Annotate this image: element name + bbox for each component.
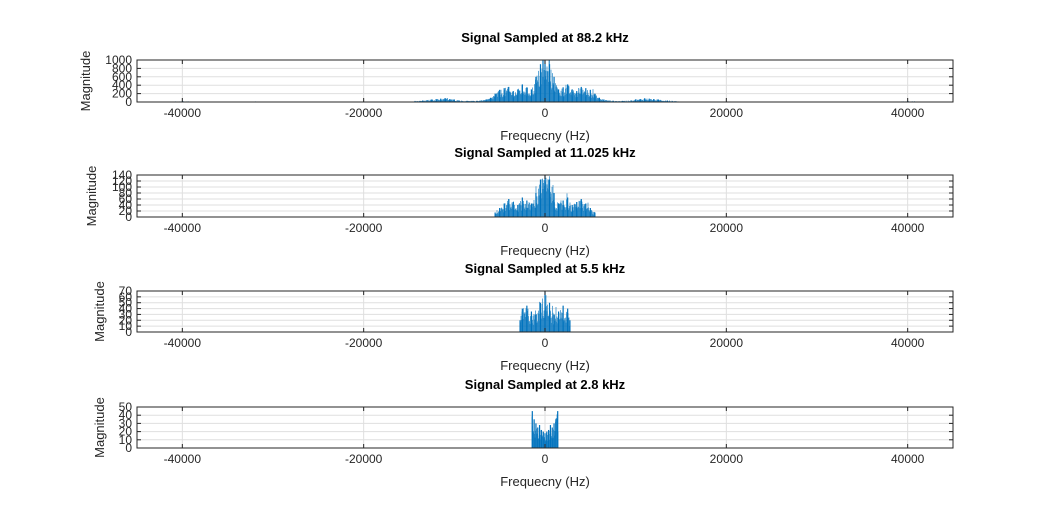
y-tick-label: 80 xyxy=(119,186,133,200)
x-tick-label: 0 xyxy=(542,336,549,350)
y-tick-label: 50 xyxy=(119,400,133,414)
subplot-title: Signal Sampled at 2.8 kHz xyxy=(465,377,626,392)
y-tick-label: 0 xyxy=(125,441,132,455)
y-tick-label: 30 xyxy=(119,307,133,321)
x-tick-label: 0 xyxy=(542,106,549,120)
spectrum-bars xyxy=(519,291,571,332)
y-tick-label: 10 xyxy=(119,433,133,447)
x-axis-label: Frequecny (Hz) xyxy=(500,358,590,373)
y-tick-label: 200 xyxy=(112,87,132,101)
spectrum-bars xyxy=(494,175,596,217)
x-tick-label: 20000 xyxy=(710,452,744,466)
x-tick-label: 40000 xyxy=(891,336,925,350)
x-tick-label: 20000 xyxy=(710,221,744,235)
y-tick-label: 120 xyxy=(112,174,132,188)
y-axis-label: Magnitude xyxy=(92,397,107,458)
y-axis-label: Magnitude xyxy=(92,281,107,342)
x-tick-label: -20000 xyxy=(345,336,383,350)
y-axis-label: Magnitude xyxy=(84,166,99,227)
x-tick-label: 0 xyxy=(542,452,549,466)
y-tick-label: 0 xyxy=(125,210,132,224)
subplot-2: -40000 -20000 0 20000 4000002040608010012014… xyxy=(84,145,954,258)
y-tick-label: 40 xyxy=(119,302,133,316)
x-tick-label: -20000 xyxy=(345,106,383,120)
y-tick-label: 30 xyxy=(119,416,133,430)
x-tick-label: -40000 xyxy=(164,221,202,235)
y-axis-label: Magnitude xyxy=(78,51,93,112)
y-tick-label: 40 xyxy=(119,408,133,422)
x-tick-label: -40000 xyxy=(164,106,202,120)
y-tick-label: 50 xyxy=(119,296,133,310)
y-tick-label: 20 xyxy=(119,204,133,218)
x-tick-label: -20000 xyxy=(345,221,383,235)
spectrum-bars xyxy=(531,411,559,448)
x-axis-label: Frequecny (Hz) xyxy=(500,128,590,143)
subplot-title: Signal Sampled at 88.2 kHz xyxy=(461,30,629,45)
y-tick-label: 800 xyxy=(112,61,132,75)
x-tick-label: -40000 xyxy=(164,336,202,350)
y-tick-label: 600 xyxy=(112,70,132,84)
x-tick-label: 20000 xyxy=(710,336,744,350)
subplot-1: -40000 -20000 0 20000 4000002004006008001000… xyxy=(78,30,954,143)
x-tick-label: 40000 xyxy=(891,452,925,466)
y-tick-label: 20 xyxy=(119,425,133,439)
y-tick-label: 20 xyxy=(119,313,133,327)
x-tick-label: -20000 xyxy=(345,452,383,466)
x-tick-label: 40000 xyxy=(891,106,925,120)
x-tick-label: 0 xyxy=(542,221,549,235)
y-tick-label: 10 xyxy=(119,319,133,333)
subplot-title: Signal Sampled at 11.025 kHz xyxy=(454,145,636,160)
y-tick-label: 400 xyxy=(112,78,132,92)
y-tick-label: 60 xyxy=(119,290,133,304)
y-tick-label: 0 xyxy=(125,325,132,339)
subplot-3: -40000 -20000 0 20000 40000010203040506070Si… xyxy=(92,261,954,373)
x-tick-label: -40000 xyxy=(164,452,202,466)
y-tick-label: 100 xyxy=(112,180,132,194)
y-tick-label: 40 xyxy=(119,198,133,212)
y-tick-label: 0 xyxy=(125,95,132,109)
y-tick-label: 140 xyxy=(112,168,132,182)
y-tick-label: 1000 xyxy=(105,53,132,67)
subplot-4: -40000 -20000 0 20000 4000001020304050Signal… xyxy=(92,377,954,489)
subplot-title: Signal Sampled at 5.5 kHz xyxy=(465,261,626,276)
y-tick-label: 60 xyxy=(119,192,133,206)
y-tick-label: 70 xyxy=(119,284,133,298)
x-axis-label: Frequecny (Hz) xyxy=(500,243,590,258)
x-tick-label: 40000 xyxy=(891,221,925,235)
x-tick-label: 20000 xyxy=(710,106,744,120)
x-axis-label: Frequecny (Hz) xyxy=(500,474,590,489)
